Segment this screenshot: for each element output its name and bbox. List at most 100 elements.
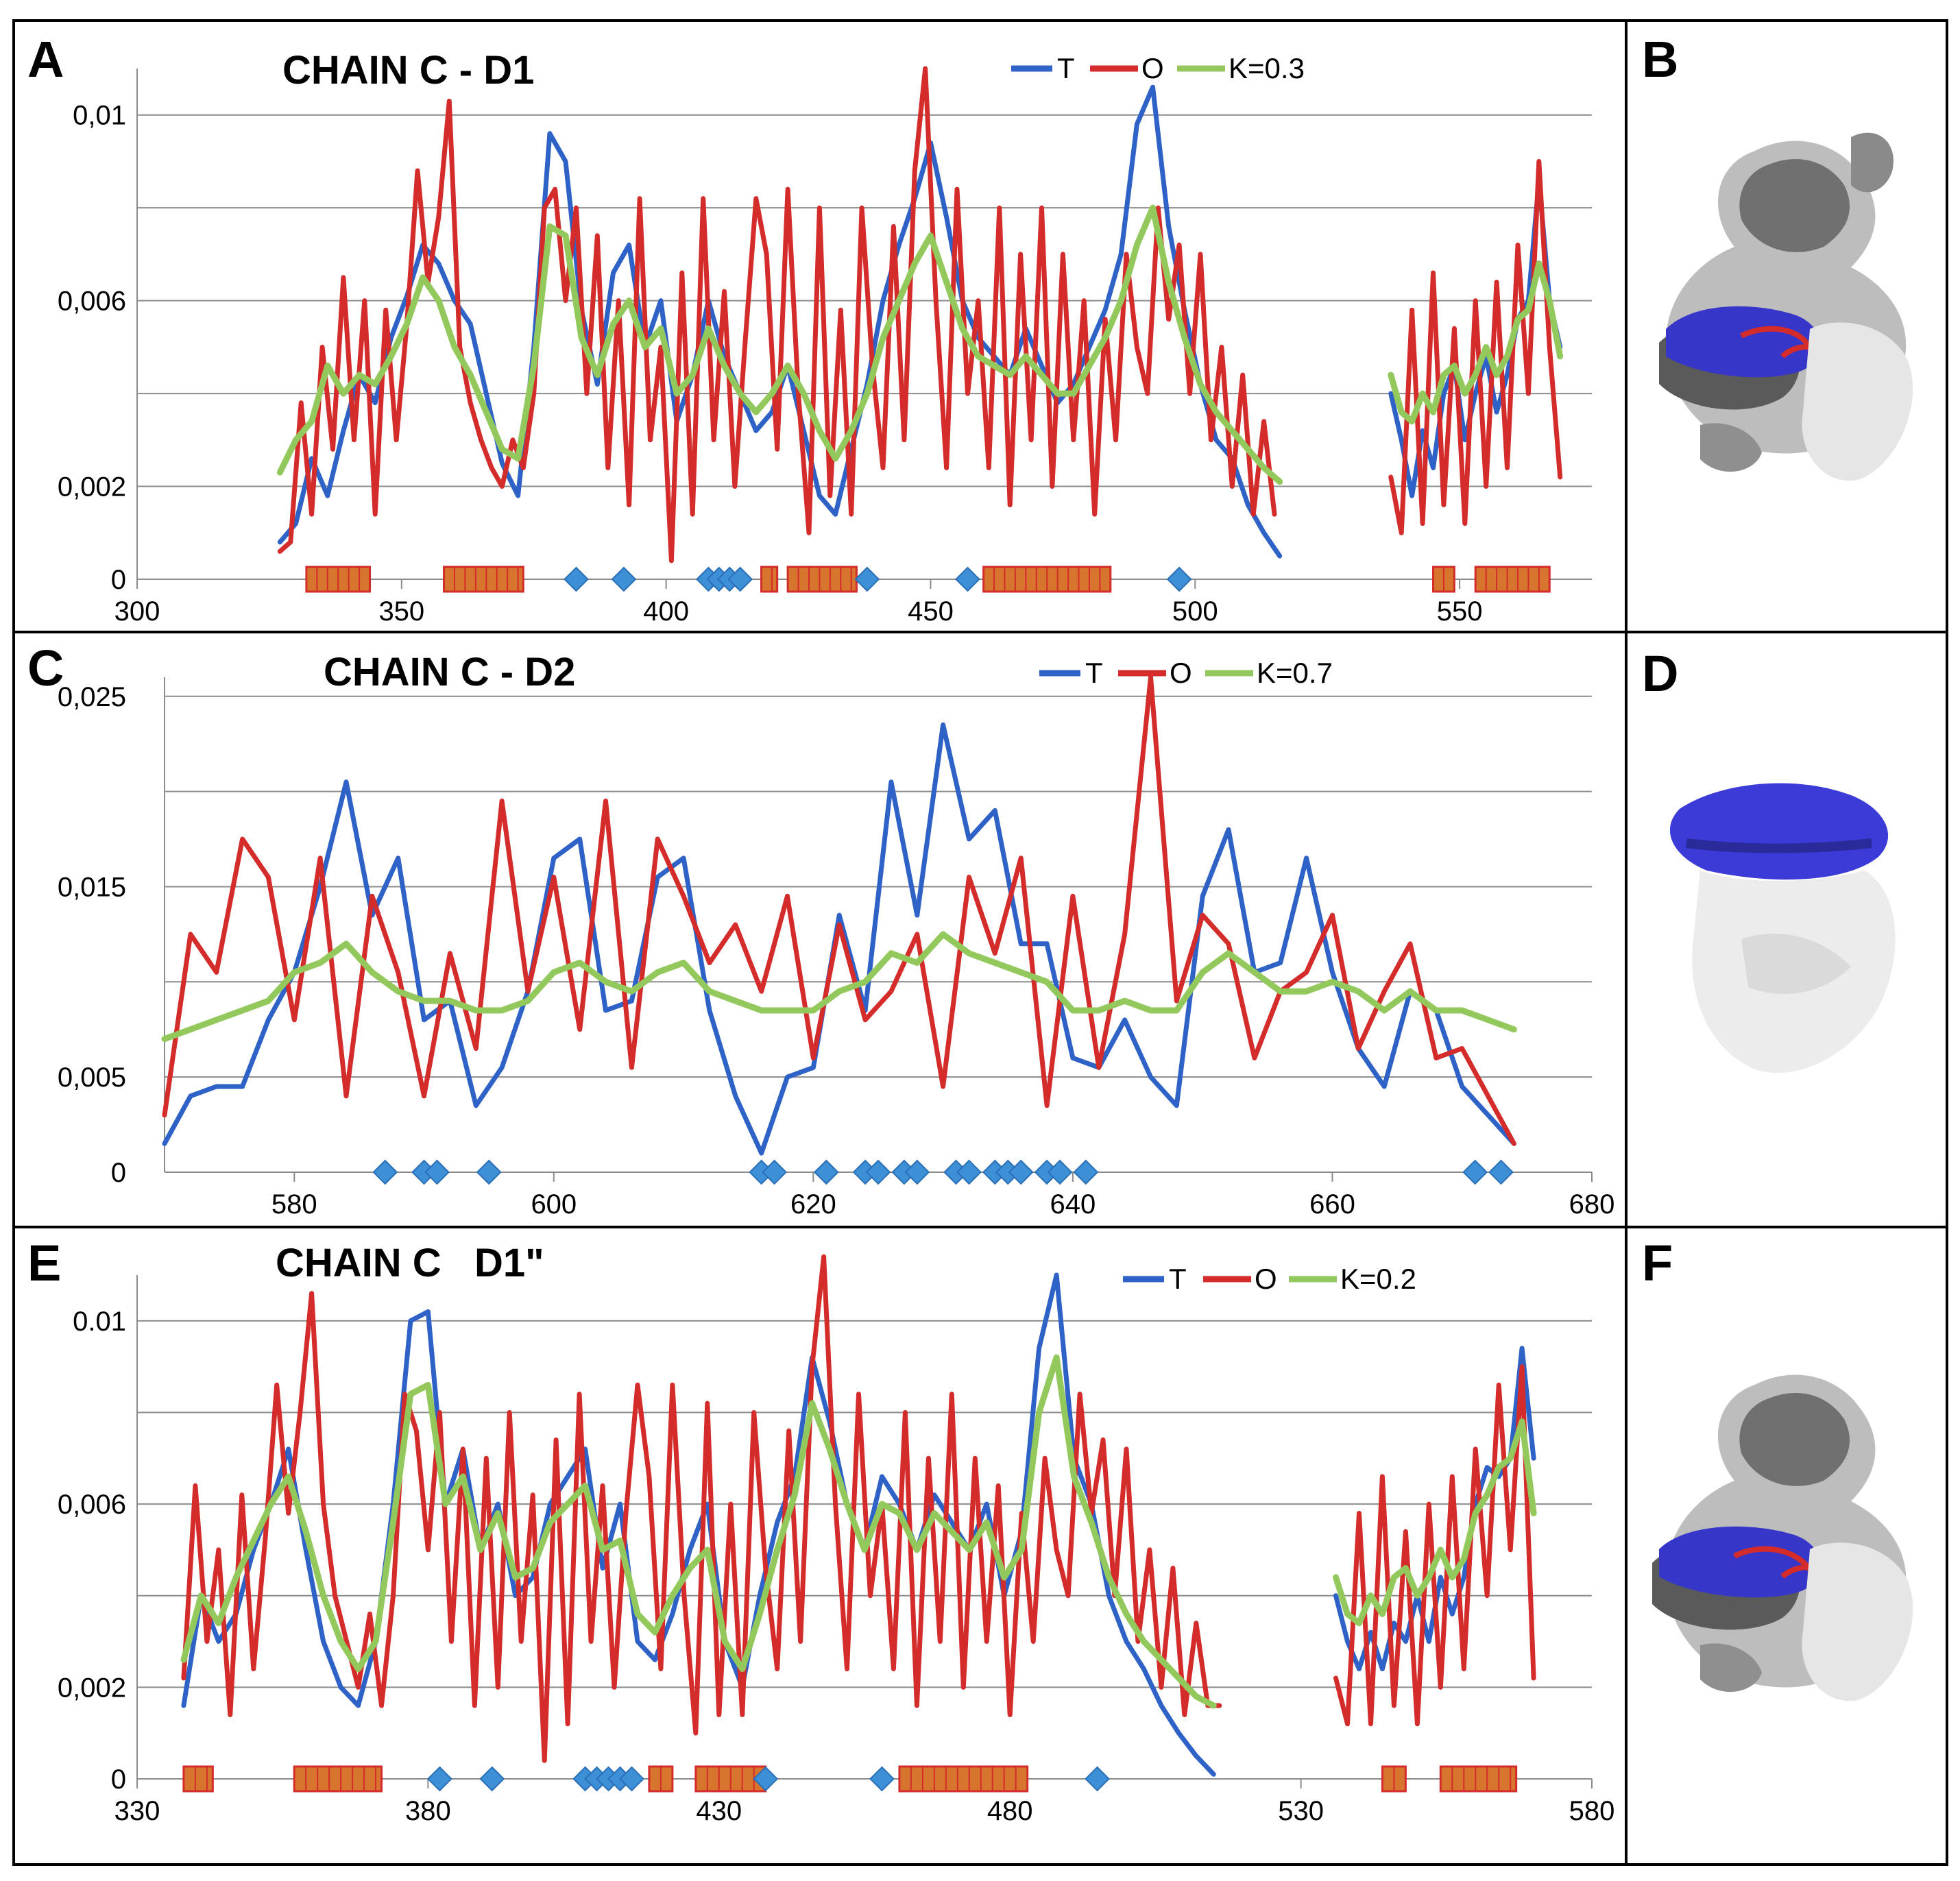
- residue-marker-diamond: [1462, 1159, 1488, 1185]
- chart-d2: 0 0,005 0,015 0,025 580 600 620 640 660 680: [58, 675, 1615, 1219]
- x-tick-label: 660: [1309, 1189, 1355, 1219]
- protein-structure-d1-double-prime: [1652, 1374, 1913, 1701]
- chart-d1: 0 0,002 0,006 0,01 300 350 400 450 500 550: [58, 66, 1592, 627]
- domain-marker-rect: [786, 566, 858, 593]
- residue-marker-diamond: [619, 1766, 644, 1792]
- y-tick-label: 0: [111, 1158, 126, 1188]
- residue-marker-diamond: [1008, 1159, 1034, 1185]
- y-tick-label: 0,006: [58, 1490, 126, 1520]
- legend-label-o: O: [1141, 52, 1164, 84]
- legend-label-o: O: [1255, 1263, 1277, 1295]
- series-o-line: [162, 675, 1516, 1146]
- legend-label-k: K=0.2: [1340, 1263, 1416, 1295]
- x-tick-label: 400: [643, 596, 689, 627]
- residue-marker-diamond: [762, 1159, 787, 1185]
- x-tick-label: 450: [908, 596, 954, 627]
- legend-label-k: K=0.7: [1257, 657, 1333, 689]
- residue-marker-diamond: [564, 566, 589, 592]
- residue-marker-diamond: [426, 1766, 452, 1792]
- residue-marker-diamond: [1085, 1766, 1110, 1792]
- x-tick-label: 430: [696, 1796, 742, 1826]
- y-tick-label: 0: [111, 565, 126, 595]
- panel-letter-d: D: [1642, 645, 1678, 702]
- legend-label-t: T: [1085, 657, 1103, 689]
- series-k-line: [1333, 1418, 1537, 1627]
- legend-label-k: K=0.3: [1229, 52, 1305, 84]
- legend-label-t: T: [1169, 1263, 1187, 1295]
- figure-frame: [12, 19, 1948, 1866]
- chart-title-d2: CHAIN C - D2: [324, 650, 575, 694]
- residue-marker-diamond: [611, 566, 637, 592]
- series-o-line: [1388, 159, 1563, 535]
- protein-structure-d2: [1669, 783, 1896, 1073]
- x-tick-label: 580: [271, 1189, 317, 1219]
- legend-d2: T O K=0.7: [1039, 657, 1333, 689]
- domain-marker-rect: [760, 566, 779, 593]
- protein-structure-d1: [1659, 132, 1913, 481]
- series-t-line: [162, 722, 1516, 1156]
- residue-marker-diamond: [955, 566, 980, 592]
- y-tick-label: 0,005: [58, 1063, 126, 1093]
- residue-marker-diamond: [813, 1159, 839, 1185]
- legend-label-t: T: [1057, 52, 1075, 84]
- y-tick-label: 0,002: [58, 1673, 126, 1703]
- panel-letter-e: E: [27, 1235, 61, 1291]
- residue-marker-diamond: [956, 1159, 982, 1185]
- residue-marker-diamond: [854, 566, 880, 592]
- residue-marker-diamond: [1073, 1159, 1099, 1185]
- residue-marker-diamond: [1488, 1159, 1514, 1185]
- panel-letter-f: F: [1642, 1235, 1673, 1291]
- residue-marker-diamond: [904, 1159, 930, 1185]
- residue-marker-diamond: [372, 1159, 398, 1185]
- domain-marker-rect: [443, 566, 524, 593]
- residue-marker-diamond: [424, 1159, 450, 1185]
- series-t-line: [181, 1272, 1216, 1777]
- series-o-line: [181, 1254, 1222, 1763]
- legend-d1: T O K=0.3: [1011, 52, 1305, 84]
- panel-letter-c: C: [27, 640, 64, 696]
- y-tick-label: 0,002: [58, 472, 126, 502]
- series-k-line: [1388, 260, 1564, 425]
- x-tick-label: 640: [1050, 1189, 1096, 1219]
- panel-letter-a: A: [27, 31, 64, 88]
- x-tick-label: 500: [1172, 596, 1218, 627]
- residue-marker-diamond: [476, 1159, 502, 1185]
- y-tick-label: 0.01: [73, 1307, 126, 1337]
- residue-marker-diamond: [1047, 1159, 1073, 1185]
- y-tick-label: 0,01: [73, 101, 126, 131]
- domain-marker-rect: [1474, 566, 1551, 593]
- chart-title-d1-double-prime: CHAIN C D1": [276, 1241, 544, 1285]
- residue-marker-diamond: [727, 566, 753, 592]
- x-tick-label: 480: [987, 1796, 1033, 1826]
- y-tick-label: 0,025: [58, 682, 126, 712]
- x-tick-label: 300: [114, 596, 160, 627]
- series-o-line: [1333, 1364, 1536, 1727]
- domain-marker-rect: [898, 1765, 1029, 1793]
- residue-marker-diamond: [865, 1159, 891, 1185]
- x-tick-label: 330: [114, 1796, 160, 1826]
- domain-marker-rect: [1439, 1765, 1518, 1793]
- chart-d1-double-prime: 0 0,002 0,006 0.01 330 380 430 480 530 580: [58, 1254, 1614, 1826]
- domain-marker-rect: [293, 1765, 383, 1793]
- residue-marker-diamond: [753, 1766, 779, 1792]
- residue-marker-diamond: [869, 1766, 895, 1792]
- x-tick-label: 350: [378, 596, 424, 627]
- residue-marker-diamond: [1166, 566, 1192, 592]
- x-tick-label: 620: [790, 1189, 836, 1219]
- series-k-line: [161, 931, 1517, 1043]
- x-tick-label: 550: [1437, 596, 1483, 627]
- y-tick-label: 0,006: [58, 287, 126, 317]
- x-tick-label: 380: [405, 1796, 451, 1826]
- x-tick-label: 530: [1278, 1796, 1324, 1826]
- y-tick-label: 0,015: [58, 872, 126, 902]
- y-tick-label: 0: [111, 1764, 126, 1795]
- x-tick-label: 680: [1569, 1189, 1615, 1219]
- chart-title-d1: CHAIN C - D1: [282, 48, 534, 93]
- series-o-line: [277, 66, 1277, 563]
- legend-label-o: O: [1170, 657, 1192, 689]
- series-k-line: [276, 204, 1283, 485]
- x-tick-label: 600: [531, 1189, 577, 1219]
- residue-marker-diamond: [479, 1766, 505, 1792]
- panel-letter-b: B: [1642, 31, 1678, 88]
